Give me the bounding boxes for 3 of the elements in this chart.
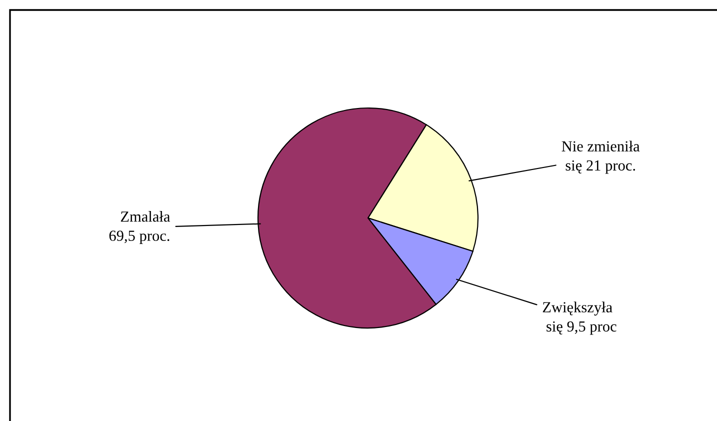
- slice-label: Zmalała 69,5 proc.: [109, 211, 170, 244]
- slice-label: Zwiększyła się 9,5 proc: [542, 302, 616, 335]
- slice-label: Nie zmieniła się 21 proc.: [562, 140, 640, 174]
